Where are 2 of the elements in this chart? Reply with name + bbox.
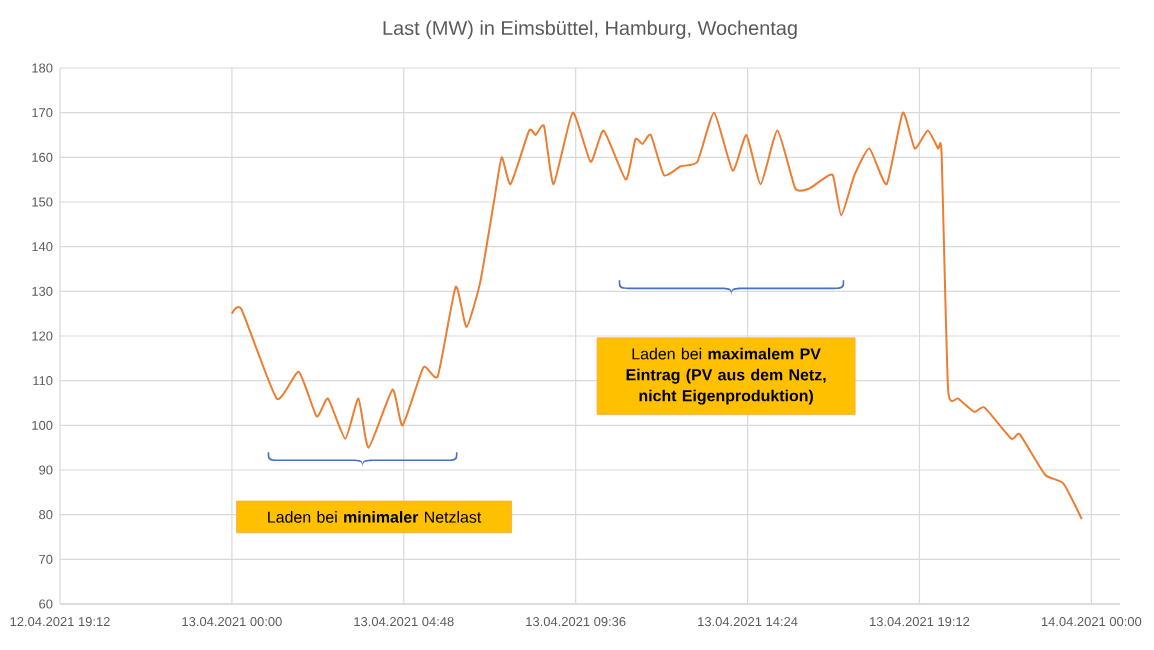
line-series: [230, 111, 1083, 521]
chart-title: Last (MW) in Eimsbüttel, Hamburg, Wochentag: [383, 20, 797, 39]
